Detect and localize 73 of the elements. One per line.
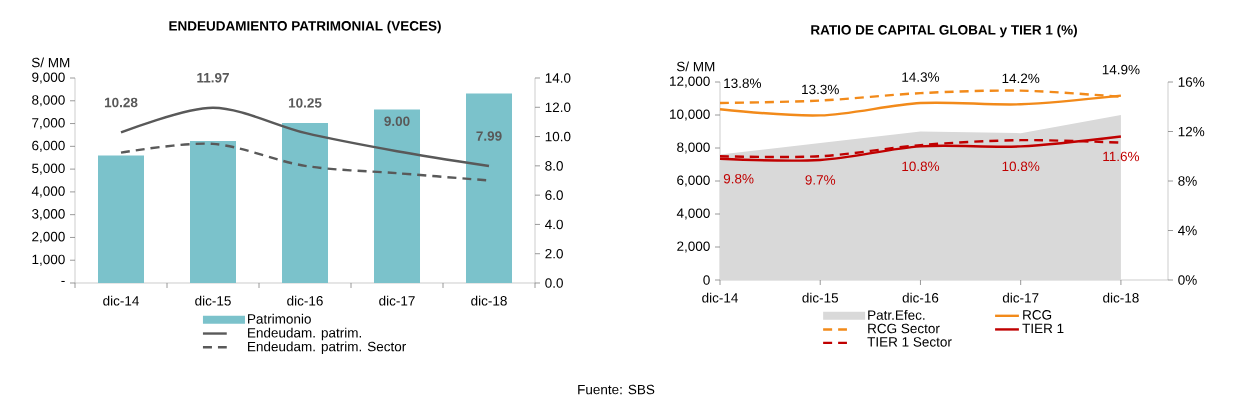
y-tick-label: 8,000 xyxy=(32,95,65,107)
bar xyxy=(282,123,328,283)
x-tick-label: dic-14 xyxy=(702,292,738,303)
y-tick-label: 5,000 xyxy=(32,163,65,175)
y-tick-label: 2,000 xyxy=(677,241,710,253)
data-label: 14.3% xyxy=(902,72,940,82)
y2-tick-label: 4% xyxy=(1178,225,1197,236)
data-label: 11.97 xyxy=(197,72,229,83)
bar xyxy=(190,141,236,283)
legend-label: RCG Sector xyxy=(868,323,940,334)
data-label: 9.00 xyxy=(384,116,410,127)
y-tick-label: 9,000 xyxy=(32,72,65,84)
y-tick-label: 4,000 xyxy=(676,208,710,220)
data-label: 7.99 xyxy=(476,131,502,141)
x-tick-label: dic-15 xyxy=(195,295,231,306)
y-tick-label: 6,000 xyxy=(677,175,710,187)
y2-tick-label: 12% xyxy=(1178,126,1205,137)
y2-tick-label: 12.0 xyxy=(545,102,571,113)
x-tick-label: dic-16 xyxy=(287,295,323,306)
y2-tick-label: 8.0 xyxy=(545,161,563,171)
y2-tick-label: 0.0 xyxy=(545,278,563,288)
y2-tick-label: 2.0 xyxy=(545,248,563,259)
bar xyxy=(98,155,144,283)
y-tick-label: 6,000 xyxy=(32,140,65,152)
y-tick-label: 12,000 xyxy=(670,76,710,88)
data-label: 14.2% xyxy=(1002,73,1040,84)
y2-tick-label: 8% xyxy=(1178,176,1197,186)
x-tick-label: dic-17 xyxy=(379,295,415,306)
x-tick-label: dic-17 xyxy=(1002,292,1039,303)
y-axis-title: S/ MM xyxy=(31,57,70,68)
bar xyxy=(466,93,512,283)
y2-tick-label: 6.0 xyxy=(545,190,563,200)
x-tick-label: dic-18 xyxy=(1103,292,1139,303)
data-label: 10.25 xyxy=(288,98,322,108)
y-tick-label: 10,000 xyxy=(670,109,710,121)
chart-title: RATIO DE CAPITAL GLOBAL y TIER 1 (%) xyxy=(811,24,1077,38)
x-tick-label: dic-18 xyxy=(471,295,507,306)
y-tick-label: 0 xyxy=(703,275,710,285)
data-label: 10.8% xyxy=(1002,161,1040,172)
legend-label: TIER 1 xyxy=(1022,323,1064,334)
y2-tick-label: 0% xyxy=(1178,275,1197,285)
y-tick-label: 3,000 xyxy=(32,209,65,221)
y2-tick-label: 10.0 xyxy=(545,131,571,142)
x-tick-label: dic-15 xyxy=(802,292,839,303)
chart-title: ENDEUDAMIENTO PATRIMONIAL (VECES) xyxy=(169,20,441,34)
legend-label: Patrimonio xyxy=(248,313,311,324)
legend-label: Endeudam. patrim. xyxy=(248,327,361,341)
data-label: 9.8% xyxy=(723,173,754,184)
y-tick-label: 4,000 xyxy=(31,186,65,198)
x-tick-label: dic-16 xyxy=(902,292,939,303)
y-tick-label: - xyxy=(61,280,65,282)
data-label: 14.9% xyxy=(1102,64,1140,75)
data-label: 10.8% xyxy=(902,161,940,172)
legend-label: RCG xyxy=(1023,310,1052,320)
y-tick-label: 7,000 xyxy=(32,117,65,130)
source-note: Fuente: SBS xyxy=(578,384,655,395)
y-tick-label: 1,000 xyxy=(32,254,65,266)
x-tick-label: dic-14 xyxy=(103,295,139,306)
legend-label: Endeudam. patrim. Sector xyxy=(248,341,407,354)
y-tick-label: 8,000 xyxy=(677,142,710,154)
y2-tick-label: 16% xyxy=(1178,77,1205,87)
y2-tick-label: 14.0 xyxy=(545,73,571,83)
y2-tick-label: 4.0 xyxy=(545,219,563,230)
y-axis-title: S/ MM xyxy=(676,61,715,72)
data-label: 13.8% xyxy=(724,78,761,89)
data-label: 9.7% xyxy=(805,175,836,185)
data-label: 13.3% xyxy=(802,84,839,95)
data-label: 10.28 xyxy=(104,97,138,108)
legend-label: Patr.Efec. xyxy=(868,309,925,320)
bar xyxy=(374,109,420,283)
y-tick-label: 2,000 xyxy=(32,231,65,244)
data-label: 11.6% xyxy=(1103,151,1140,162)
legend-label: TIER 1 Sector xyxy=(867,337,952,347)
